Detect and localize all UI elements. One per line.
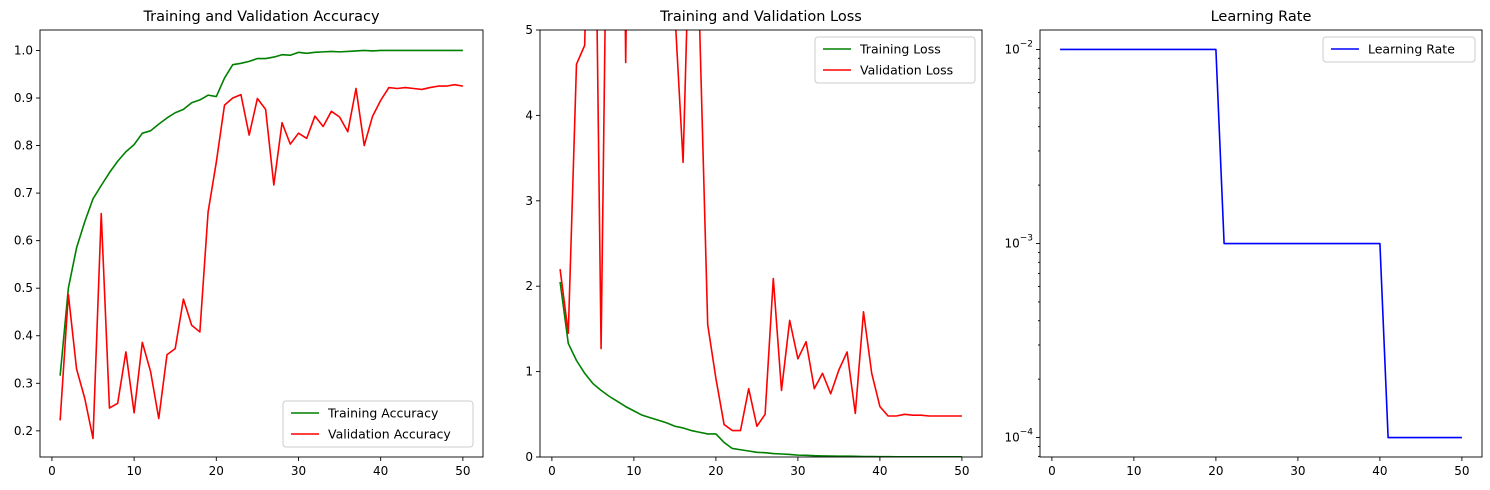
y-tick-label: 10−4	[1004, 428, 1033, 445]
x-tick-label: 10	[126, 464, 141, 478]
x-tick-label: 50	[455, 464, 470, 478]
y-tick-label: 2	[525, 279, 533, 293]
x-tick-label: 20	[708, 464, 723, 478]
y-tick-label: 0.4	[14, 329, 33, 343]
y-tick-label: 0.5	[14, 281, 33, 295]
chart-title: Learning Rate	[1211, 9, 1312, 25]
y-tick-label: 0.8	[14, 139, 33, 153]
legend: Learning Rate	[1323, 37, 1475, 62]
x-tick-label: 50	[1454, 464, 1469, 478]
chart-panel-3: Learning Rate 0 10 20 30 40 50 10−4 10−3 10−2 Lear…	[1004, 9, 1482, 478]
x-tick-label: 40	[872, 464, 887, 478]
x-tick-label: 40	[373, 464, 388, 478]
legend: Training Loss Validation Loss	[815, 37, 975, 83]
series-line-learning-rate	[1060, 49, 1462, 437]
chart-title: Training and Validation Accuracy	[142, 9, 380, 25]
x-tick-label: 30	[1290, 464, 1305, 478]
x-tick-label: 30	[291, 464, 306, 478]
series-line-training-accuracy	[60, 50, 463, 375]
y-tick-label: 10−3	[1004, 234, 1033, 251]
y-tick-label: 1	[525, 365, 533, 379]
y-tick-label: 0.2	[14, 424, 33, 438]
y-tick-label: 0.3	[14, 376, 33, 390]
x-tick-label: 0	[1048, 464, 1056, 478]
x-tick-label: 40	[1372, 464, 1387, 478]
x-tick-label: 10	[626, 464, 641, 478]
y-tick-label: 3	[525, 194, 533, 208]
legend-label: Training Loss	[859, 42, 941, 57]
y-tick-label: 0.9	[14, 91, 33, 105]
y-tick-label: 4	[525, 108, 533, 122]
y-tick-label: 0	[525, 450, 533, 464]
series-line-training-loss	[560, 282, 962, 457]
chart-panel-2: Training and Validation Loss 0 10 20 30 40 50 0…	[525, 0, 982, 478]
legend: Training Accuracy Validation Accuracy	[283, 401, 473, 447]
x-tick-label: 20	[1208, 464, 1223, 478]
x-tick-label: 0	[48, 464, 56, 478]
series-line-validation-accuracy	[60, 85, 463, 439]
legend-label: Training Accuracy	[327, 406, 439, 421]
chart-panel-1: Training and Validation Accuracy 0 10 20 30 4…	[14, 9, 483, 478]
plot-frame	[540, 30, 982, 457]
chart-title: Training and Validation Loss	[659, 9, 862, 25]
x-tick-label: 30	[790, 464, 805, 478]
x-tick-label: 20	[209, 464, 224, 478]
legend-label: Validation Loss	[860, 63, 953, 78]
y-tick-label: 10−2	[1004, 39, 1033, 56]
y-tick-label: 0.6	[14, 234, 33, 248]
y-tick-label: 0.7	[14, 186, 33, 200]
y-tick-label: 1.0	[14, 43, 33, 57]
x-tick-label: 50	[954, 464, 969, 478]
x-tick-label: 0	[548, 464, 556, 478]
legend-label: Learning Rate	[1368, 42, 1455, 57]
y-tick-label: 5	[525, 23, 533, 37]
legend-label: Validation Accuracy	[328, 427, 451, 442]
plot-frame	[40, 30, 483, 457]
x-tick-label: 10	[1126, 464, 1141, 478]
